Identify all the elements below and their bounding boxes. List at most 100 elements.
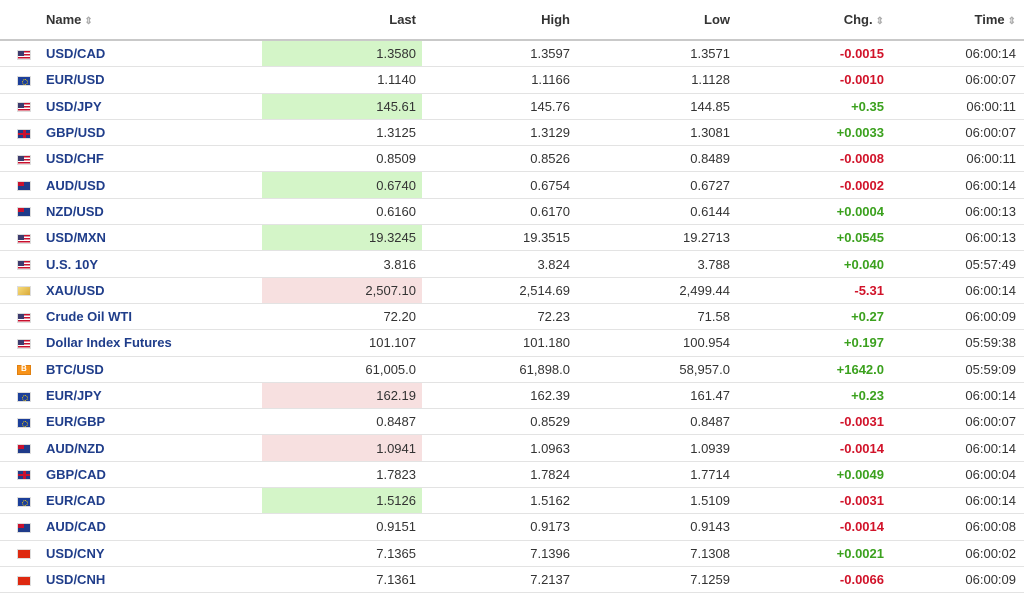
flag-cell [0, 303, 46, 331]
table-row[interactable]: USD/CNH 7.1361 7.2137 7.1259 -0.0066 06:00:09 [0, 566, 1024, 593]
instrument-link[interactable]: U.S. 10Y [46, 256, 99, 272]
instrument-link[interactable]: USD/MXN [46, 230, 106, 246]
instrument-link[interactable]: USD/CAD [46, 46, 106, 62]
instrument-link[interactable]: NZD/USD [46, 203, 104, 219]
instrument-link[interactable]: GBP/USD [46, 125, 106, 141]
table-row[interactable]: USD/CHF 0.8509 0.8526 0.8489 -0.0008 06:00:11 [0, 145, 1024, 173]
flag-cell [0, 40, 46, 68]
au-flag-icon [17, 444, 31, 455]
last-cell: 72.20 [262, 303, 422, 331]
table-row[interactable]: AUD/USD 0.6740 0.6754 0.6727 -0.0002 06:00:14 [0, 171, 1024, 199]
high-cell: 1.3129 [422, 119, 576, 147]
name-cell: U.S. 10Y [46, 250, 262, 278]
last-cell: 1.5126 [262, 487, 422, 515]
table-row[interactable]: USD/CNY 7.1365 7.1396 7.1308 +0.0021 06:00:02 [0, 540, 1024, 567]
table-row[interactable]: USD/CAD 1.3580 1.3597 1.3571 -0.0015 06:00:14 [0, 40, 1024, 68]
instrument-link[interactable]: GBP/CAD [46, 466, 106, 482]
sort-icon[interactable]: ⇕ [84, 16, 93, 27]
table-row[interactable]: EUR/USD 1.1140 1.1166 1.1128 -0.0010 06:00:07 [0, 66, 1024, 94]
bitcoin-icon [17, 364, 31, 376]
last-header-label: Last [389, 12, 416, 27]
instrument-link[interactable]: Dollar Index Futures [46, 335, 172, 351]
name-cell: USD/CNY [46, 540, 262, 567]
high-cell: 0.6754 [422, 171, 576, 199]
table-row[interactable]: EUR/JPY 162.19 162.39 161.47 +0.23 06:00:14 [0, 382, 1024, 410]
last-cell: 0.6160 [262, 198, 422, 226]
table-row[interactable]: Dollar Index Futures 101.107 101.180 100.95… [0, 329, 1024, 357]
nz-flag-icon [17, 207, 31, 218]
name-cell: XAU/USD [46, 277, 262, 304]
low-cell: 0.6144 [576, 198, 736, 226]
au-flag-icon [17, 181, 31, 192]
low-cell: 0.9143 [576, 513, 736, 541]
table-row[interactable]: BTC/USD 61,005.061,898.058,957.0+1642.005… [0, 356, 1024, 383]
instrument-link[interactable]: AUD/NZD [46, 440, 105, 456]
table-row[interactable]: NZD/USD 0.6160 0.6170 0.6144 +0.0004 06:00:13 [0, 198, 1024, 226]
instrument-link[interactable]: EUR/JPY [46, 388, 102, 403]
high-column-header: High [422, 0, 576, 41]
instrument-link[interactable]: XAU/USD [46, 282, 105, 298]
change-cell: +0.040 [736, 250, 890, 278]
table-row[interactable]: GBP/USD 1.3125 1.3129 1.3081 +0.0033 06:00:07 [0, 119, 1024, 147]
sort-icon[interactable]: ⇕ [875, 16, 884, 27]
low-cell: 1.3571 [576, 40, 736, 68]
instrument-link[interactable]: EUR/CAD [46, 493, 106, 509]
change-cell: +0.0004 [736, 198, 890, 226]
instrument-link[interactable]: AUD/USD [46, 177, 106, 193]
table-row[interactable]: AUD/NZD 1.0941 1.0963 1.0939 -0.0014 06:00:14 [0, 434, 1024, 462]
change-cell: +0.0021 [736, 540, 890, 567]
high-cell: 0.9173 [422, 513, 576, 541]
table-row[interactable]: AUD/CAD 0.9151 0.9173 0.9143 -0.0014 06:00:08 [0, 513, 1024, 541]
high-cell: 145.76 [422, 93, 576, 120]
high-cell: 0.8526 [422, 145, 576, 173]
gold-icon [17, 286, 31, 297]
chg-column-header[interactable]: Chg. ⇕ [736, 0, 890, 41]
instrument-link[interactable]: EUR/USD [46, 72, 105, 88]
eu-flag-icon [17, 496, 31, 507]
change-cell: -0.0002 [736, 171, 890, 199]
time-column-header[interactable]: Time ⇕ [890, 0, 1024, 41]
instrument-link[interactable]: Crude Oil WTI [46, 309, 132, 325]
flag-cell [0, 145, 46, 173]
flag-cell [0, 461, 46, 489]
us-flag-icon [17, 233, 31, 244]
instrument-link[interactable]: EUR/GBP [46, 414, 106, 430]
table-row[interactable]: U.S. 10Y 3.816 3.824 3.788 +0.040 05:57:49 [0, 250, 1024, 278]
sort-icon[interactable]: ⇕ [1007, 16, 1016, 27]
low-column-header: Low [576, 0, 736, 41]
name-cell: BTC/USD [46, 356, 262, 383]
table-row[interactable]: EUR/CAD 1.5126 1.5162 1.5109 -0.0031 06:00:14 [0, 487, 1024, 515]
flag-cell [0, 356, 46, 383]
instrument-link[interactable]: USD/JPY [46, 98, 102, 114]
name-column-header[interactable]: Name ⇕ [46, 0, 262, 41]
time-cell: 06:00:09 [890, 566, 1024, 593]
instrument-link[interactable]: USD/CHF [46, 151, 104, 167]
table-row[interactable]: XAU/USD 2,507.10 2,514.69 2,499.44 -5.31 06:0… [0, 277, 1024, 304]
time-cell: 06:00:04 [890, 461, 1024, 489]
flag-cell [0, 119, 46, 147]
us-flag-icon [17, 102, 31, 113]
instrument-link[interactable]: USD/CNH [46, 572, 106, 588]
time-cell: 06:00:13 [890, 198, 1024, 226]
name-cell: USD/CNH [46, 566, 262, 593]
instrument-link[interactable]: USD/CNY [46, 545, 105, 561]
last-cell: 0.8509 [262, 145, 422, 173]
table-row[interactable]: USD/MXN 19.3245 19.3515 19.2713 +0.0545 06:00… [0, 224, 1024, 252]
last-column-header: Last [262, 0, 422, 41]
flag-cell [0, 329, 46, 357]
time-cell: 05:59:38 [890, 329, 1024, 357]
instrument-link[interactable]: BTC/USD [46, 361, 104, 377]
table-row[interactable]: Crude Oil WTI 72.20 72.23 71.58 +0.27 06:00:0… [0, 303, 1024, 331]
table-row[interactable]: GBP/CAD 1.7823 1.7824 1.7714 +0.0049 06:00:04 [0, 461, 1024, 489]
high-cell: 7.2137 [422, 566, 576, 593]
table-row[interactable]: USD/JPY 145.61 145.76 144.85 +0.35 06:00:11 [0, 93, 1024, 120]
time-cell: 06:00:14 [890, 434, 1024, 462]
low-cell: 100.954 [576, 329, 736, 357]
flag-cell [0, 66, 46, 94]
instrument-link[interactable]: AUD/CAD [46, 519, 106, 535]
name-cell: EUR/USD [46, 66, 262, 94]
last-cell: 101.107 [262, 329, 422, 357]
table-row[interactable]: EUR/GBP 0.8487 0.8529 0.8487 -0.0031 06:00:07 [0, 408, 1024, 436]
flag-cell [0, 487, 46, 515]
